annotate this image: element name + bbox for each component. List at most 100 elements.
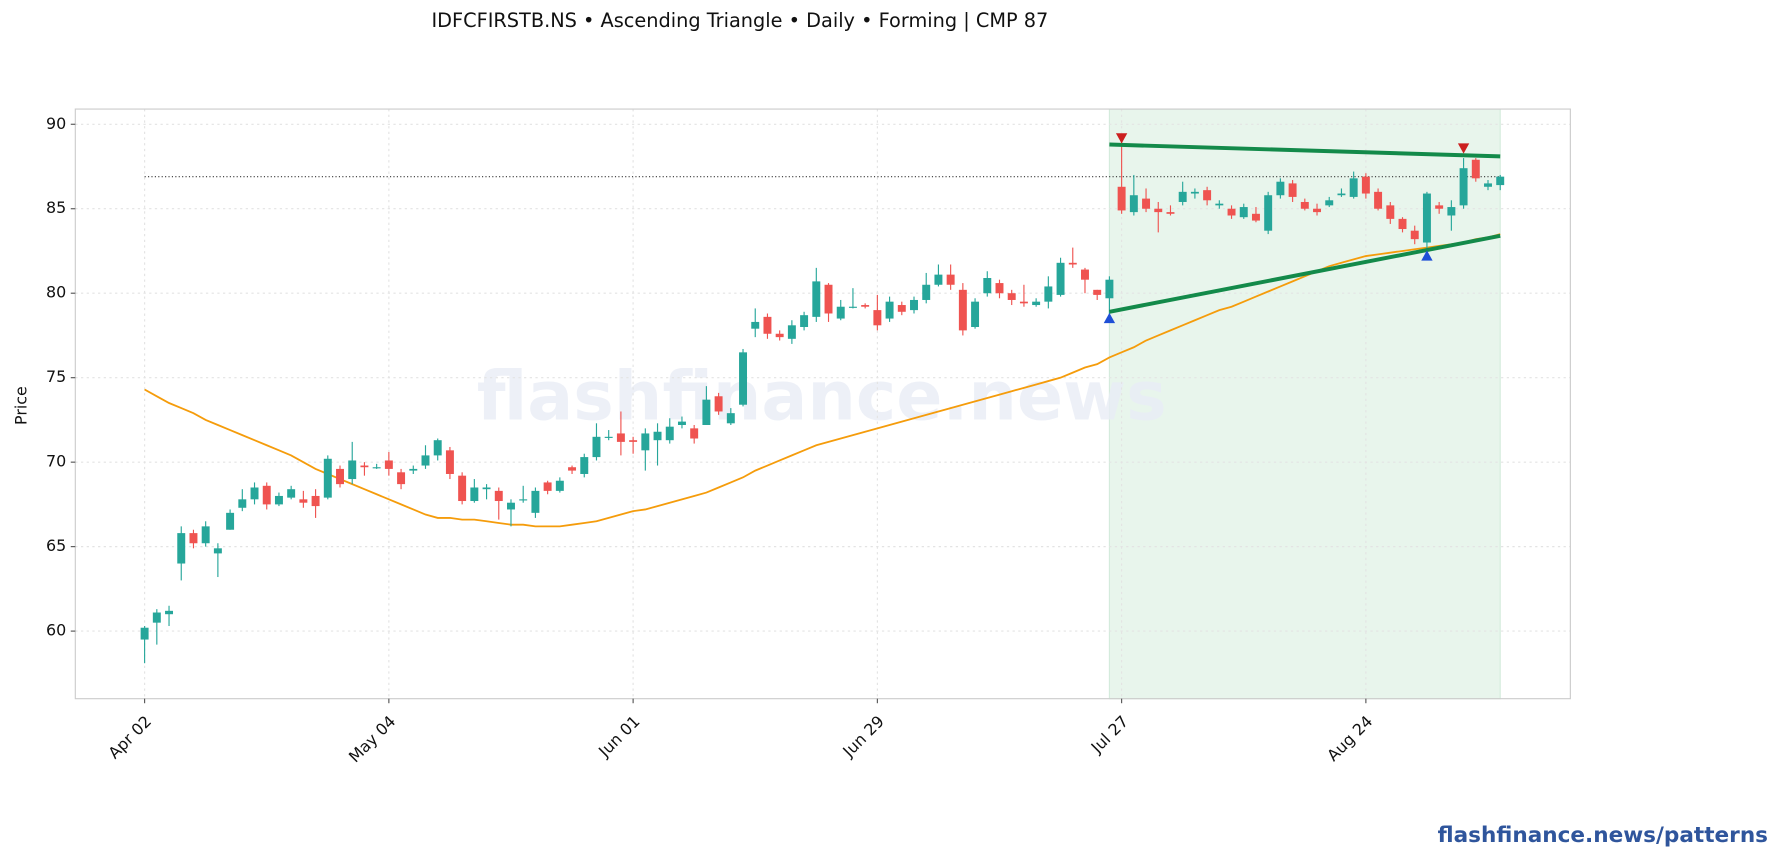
candle-body	[421, 455, 430, 466]
candle-body	[1374, 191, 1383, 209]
resistance-line	[1109, 142, 1501, 159]
candle-body	[885, 301, 894, 319]
candle-body	[1117, 186, 1126, 211]
candle-body	[1313, 208, 1321, 213]
candle-body	[226, 512, 235, 530]
candle-body	[1093, 289, 1102, 295]
candle-body	[800, 315, 809, 328]
candle-body	[238, 499, 247, 508]
candle-body	[665, 426, 674, 441]
candle-body	[1422, 193, 1431, 243]
candle-body	[384, 460, 393, 469]
candle-body	[946, 274, 955, 285]
candle-body	[177, 533, 186, 564]
candle-body	[507, 502, 515, 510]
candle-body	[641, 433, 650, 451]
candle-body	[1300, 201, 1309, 209]
candle-body	[726, 413, 735, 424]
candle-body	[543, 482, 552, 491]
candle-body	[690, 428, 699, 439]
candle-body	[1337, 193, 1346, 196]
candle-body	[1484, 183, 1492, 187]
candle-body	[372, 467, 381, 469]
candle-body	[1288, 183, 1297, 197]
candle-body	[1459, 168, 1468, 206]
plot-area: flashfinance.news	[75, 108, 1571, 700]
candle-body	[787, 325, 796, 339]
candle-body	[470, 487, 479, 502]
candle-body	[861, 305, 870, 307]
candle-body	[1251, 213, 1260, 221]
candle-body	[739, 352, 748, 405]
candle-body	[1410, 230, 1419, 240]
candle-body	[213, 548, 222, 554]
y-tick-label: 80	[46, 283, 66, 302]
candle-body	[836, 306, 845, 319]
candle-body	[433, 440, 442, 456]
candle-body	[922, 284, 931, 300]
y-tick-label: 75	[46, 367, 66, 386]
footer-link[interactable]: flashfinance.news/patterns	[1438, 823, 1768, 848]
candle-body	[616, 433, 625, 442]
candle-body	[629, 440, 638, 442]
candle-body	[763, 316, 772, 334]
candle-body	[445, 450, 454, 474]
candle-body	[910, 299, 918, 311]
candle-body	[677, 421, 686, 425]
candle-body	[592, 436, 601, 458]
pattern-zone	[1108, 108, 1501, 700]
candle-body	[531, 490, 540, 513]
candle-body	[897, 305, 906, 312]
candle-body	[299, 499, 308, 503]
support-line	[1109, 233, 1501, 314]
candle-body	[1276, 181, 1285, 196]
y-tick-label: 60	[46, 621, 66, 640]
y-tick-label: 90	[46, 114, 66, 133]
y-tick-label: 70	[46, 452, 66, 471]
candle-body	[1447, 207, 1456, 216]
candle-body	[397, 472, 406, 485]
candle-body	[1081, 269, 1089, 280]
candle-body	[1166, 212, 1175, 214]
candle-body	[873, 310, 882, 326]
candle-body	[1019, 301, 1028, 304]
chart-title: IDFCFIRSTB.NS • Ascending Triangle • Dai…	[431, 9, 1048, 32]
watermark: flashfinance.news	[477, 358, 1167, 437]
candle-body	[1215, 203, 1224, 206]
candle-body	[458, 475, 467, 502]
candle-body	[1264, 195, 1273, 231]
candle-body	[165, 610, 174, 615]
candle-body	[250, 487, 259, 500]
candle-body	[1496, 176, 1505, 186]
candle-body	[1435, 205, 1444, 209]
candle-body	[1154, 208, 1163, 213]
candle-body	[555, 480, 564, 491]
candle-body	[360, 465, 369, 468]
candle-body	[287, 489, 296, 498]
candle-body	[653, 431, 662, 441]
moving-average	[144, 233, 1501, 528]
candle-body	[983, 278, 992, 294]
candle-body	[1032, 301, 1041, 306]
candle-body	[580, 457, 589, 474]
candle-body	[1007, 293, 1016, 300]
y-tick-label: 65	[46, 536, 66, 555]
candle-body	[995, 283, 1004, 294]
candle-body	[323, 458, 332, 498]
peak-marker	[1115, 133, 1128, 144]
candle-body	[152, 612, 161, 623]
candle-body	[714, 396, 723, 412]
candle-body	[262, 485, 271, 505]
candle-body	[519, 499, 528, 501]
candle-body	[1398, 218, 1407, 230]
candle-body	[1239, 207, 1248, 218]
candle-body	[140, 627, 149, 640]
candle-body	[409, 468, 418, 471]
candle-body	[311, 495, 320, 507]
candle-body	[1044, 286, 1053, 302]
candle-body	[494, 490, 503, 502]
candle-body	[1068, 262, 1077, 265]
candle-body	[958, 289, 967, 331]
candle-body	[1178, 191, 1187, 202]
